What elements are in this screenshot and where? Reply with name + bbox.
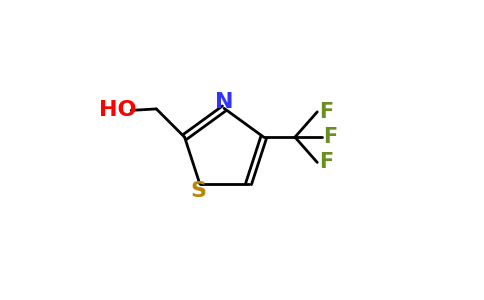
Text: F: F <box>319 152 333 172</box>
Text: F: F <box>323 127 338 147</box>
Text: F: F <box>319 102 333 122</box>
Text: S: S <box>190 181 206 201</box>
Text: HO: HO <box>99 100 136 120</box>
Text: N: N <box>215 92 233 112</box>
